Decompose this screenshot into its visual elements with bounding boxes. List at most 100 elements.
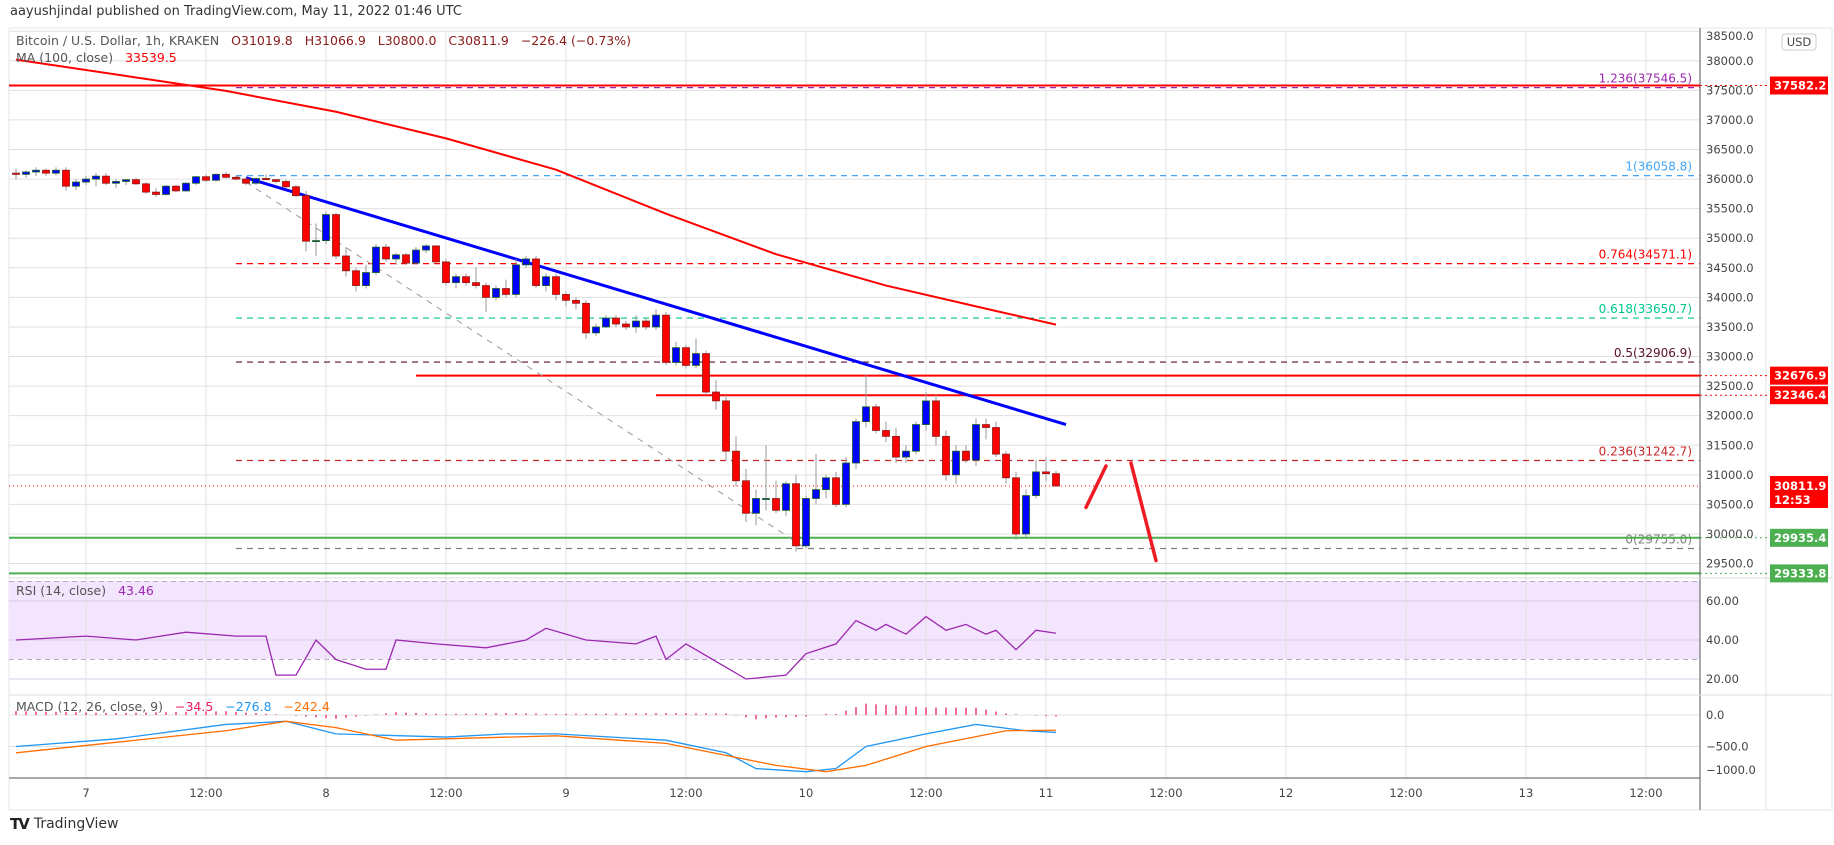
price-badge-label: 37582.2 bbox=[1774, 79, 1826, 93]
time-tick-label: 12:00 bbox=[1389, 786, 1422, 800]
candle-down bbox=[382, 246, 390, 260]
candle-up bbox=[692, 353, 700, 366]
candle-up bbox=[842, 462, 850, 505]
candle-up bbox=[32, 169, 40, 173]
candle-up bbox=[512, 264, 520, 295]
candle-up bbox=[1032, 471, 1040, 496]
legend-low: L30800.0 bbox=[378, 33, 437, 48]
candle-up bbox=[632, 320, 640, 328]
countdown-label: 12:53 bbox=[1774, 493, 1811, 507]
candle-up bbox=[182, 182, 190, 192]
ma-legend: MA (100, close) 33539.5 bbox=[16, 50, 177, 65]
legend-line: Bitcoin / U.S. Dollar, 1h, KRAKEN O31019… bbox=[16, 33, 631, 48]
candle-down bbox=[142, 183, 150, 193]
candle-down bbox=[892, 435, 900, 458]
candle-down bbox=[242, 178, 250, 184]
candle-down bbox=[982, 424, 990, 428]
fib-level-label: 0.618(33650.7) bbox=[1599, 302, 1692, 316]
time-tick-label: 11 bbox=[1039, 786, 1054, 800]
candle-down bbox=[272, 179, 280, 182]
candle-down bbox=[832, 477, 840, 505]
candle-up bbox=[412, 249, 420, 264]
fib-level-label: 0(29755.0) bbox=[1625, 532, 1692, 546]
candle-down bbox=[262, 178, 270, 181]
macd-legend-label: MACD (12, 26, close, 9) bbox=[16, 699, 163, 714]
candle-down bbox=[1002, 453, 1010, 479]
time-tick-label: 12:00 bbox=[669, 786, 702, 800]
candle-down bbox=[552, 276, 560, 295]
time-tick-label: 12:00 bbox=[429, 786, 462, 800]
price-tick-label: 32500.0 bbox=[1706, 379, 1754, 393]
price-tick-label: 37500.0 bbox=[1706, 83, 1754, 97]
rsi-legend-value: 43.46 bbox=[118, 583, 154, 598]
price-tick-label: 30000.0 bbox=[1706, 527, 1754, 541]
fib-level-label: 0.764(34571.1) bbox=[1599, 248, 1692, 262]
candle-down bbox=[532, 258, 540, 286]
tradingview-brand[interactable]: TradingView bbox=[33, 816, 119, 832]
candle-down bbox=[662, 314, 670, 363]
time-tick-label: 7 bbox=[82, 786, 89, 800]
drawings: 1.236(37546.5) 1(36058.8) 0.764(34571.1) 0.… bbox=[9, 58, 1700, 575]
candle-down bbox=[472, 282, 480, 286]
candle-down bbox=[292, 186, 300, 197]
currency-box bbox=[1781, 33, 1817, 51]
price-badge bbox=[1770, 564, 1828, 583]
candle-up bbox=[812, 489, 820, 499]
price-tick-label: 32000.0 bbox=[1706, 409, 1754, 423]
price-badge-label: 29333.8 bbox=[1774, 566, 1826, 580]
time-tick-label: 13 bbox=[1519, 786, 1534, 800]
price-badge-label: 32346.4 bbox=[1774, 388, 1826, 402]
candle-down bbox=[302, 195, 310, 242]
candle-down bbox=[732, 450, 740, 482]
candle-down bbox=[12, 172, 20, 175]
last-price-badge bbox=[1770, 475, 1828, 508]
currency-label: USD bbox=[1787, 35, 1812, 49]
price-badge-label: 32676.9 bbox=[1774, 369, 1826, 383]
candle-down bbox=[102, 175, 110, 184]
candle-up bbox=[852, 421, 860, 464]
time-tick-label: 9 bbox=[562, 786, 569, 800]
legend-open: O31019.8 bbox=[231, 33, 293, 48]
candle-up bbox=[952, 450, 960, 476]
price-badge bbox=[1770, 528, 1828, 547]
rsi-legend-label: RSI (14, close) bbox=[16, 583, 106, 598]
candle-up bbox=[52, 169, 60, 174]
candle-down bbox=[332, 214, 340, 257]
candle-up bbox=[902, 450, 910, 458]
candle-up bbox=[92, 175, 100, 180]
macd-line bbox=[15, 720, 1057, 773]
macd-tick-label: −1000.0 bbox=[1706, 763, 1756, 777]
candle-down bbox=[432, 245, 440, 263]
candle-down bbox=[932, 400, 940, 437]
candle-down bbox=[1052, 473, 1060, 487]
rsi-tick-label: 60.00 bbox=[1706, 594, 1739, 608]
candle-up bbox=[672, 347, 680, 363]
price-badge bbox=[1770, 386, 1828, 405]
candle-up bbox=[312, 240, 320, 243]
candle-up bbox=[22, 171, 30, 175]
price-axis[interactable]: 38500.0 38000.0 37500.0 37000.0 36500.0 36000… bbox=[82, 29, 1756, 800]
ma-legend-value: 33539.5 bbox=[125, 50, 177, 65]
price-tick-label: 31000.0 bbox=[1706, 468, 1754, 482]
legend-symbol: Bitcoin / U.S. Dollar, 1h, KRAKEN bbox=[16, 33, 219, 48]
macd-tick-label: 0.0 bbox=[1706, 708, 1724, 722]
candle-up bbox=[112, 181, 120, 184]
candle-up bbox=[652, 314, 660, 328]
candle-up bbox=[822, 477, 830, 491]
footer: TV TradingView bbox=[10, 815, 118, 833]
fib-diagonal-guide bbox=[235, 175, 807, 549]
candle-down bbox=[742, 480, 750, 514]
candle-down bbox=[722, 400, 730, 452]
price-badge bbox=[1770, 366, 1828, 385]
candle-down bbox=[282, 181, 290, 188]
price-tick-label: 34500.0 bbox=[1706, 261, 1754, 275]
rsi-line bbox=[15, 615, 1057, 680]
candle-up bbox=[522, 258, 530, 266]
macd-legend: MACD (12, 26, close, 9) −34.5 −276.8 −24… bbox=[16, 699, 330, 714]
candle-up bbox=[122, 179, 130, 182]
price-tick-label: 29500.0 bbox=[1706, 557, 1754, 571]
candle-up bbox=[82, 178, 90, 183]
candle-down bbox=[882, 430, 890, 437]
candle-down bbox=[1042, 471, 1050, 475]
